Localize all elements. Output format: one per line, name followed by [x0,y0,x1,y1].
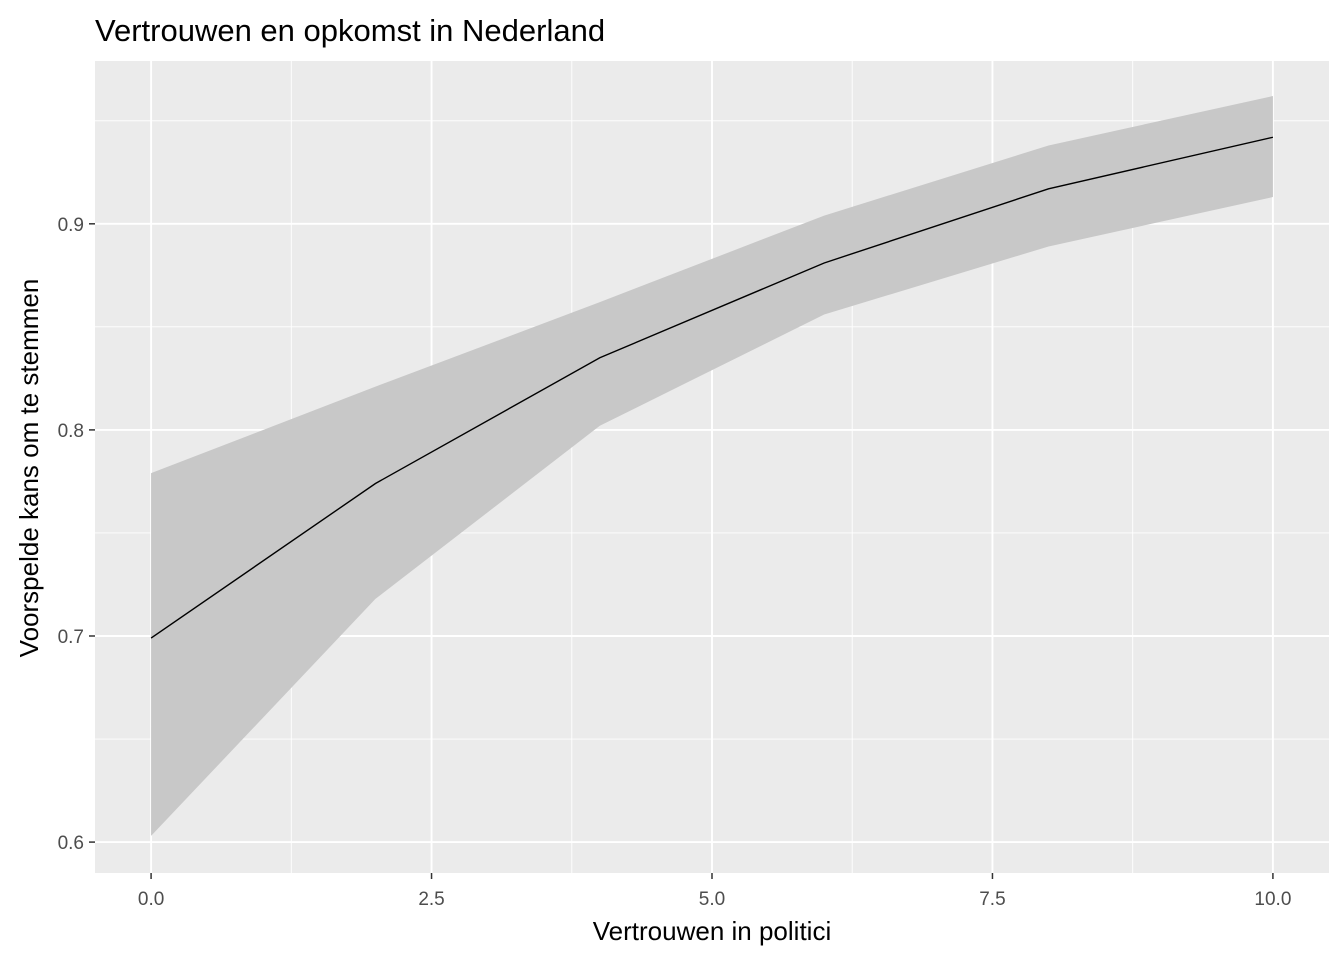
x-tick-label: 7.5 [979,889,1005,910]
y-tick-label: 0.6 [58,833,84,854]
x-axis: 0.0 2.5 5.0 7.5 10.0 [138,873,1291,910]
x-tick-label: 2.5 [418,889,444,910]
x-axis-title: Vertrouwen in politici [593,916,831,946]
x-tick-label: 0.0 [138,889,164,910]
prediction-line [150,136,1274,639]
x-tick-label: 5.0 [699,889,725,910]
y-axis-title: Voorspelde kans om te stemmen [14,279,44,658]
y-axis: 0.6 0.7 0.8 0.9 [58,215,95,854]
x-tick-label: 10.0 [1254,889,1291,910]
chart-title: Vertrouwen en opkomst in Nederland [95,13,605,48]
y-tick-label: 0.7 [58,627,84,648]
y-tick-label: 0.8 [58,421,84,442]
confidence-ribbon [151,96,1273,836]
y-tick-label: 0.9 [58,215,84,236]
